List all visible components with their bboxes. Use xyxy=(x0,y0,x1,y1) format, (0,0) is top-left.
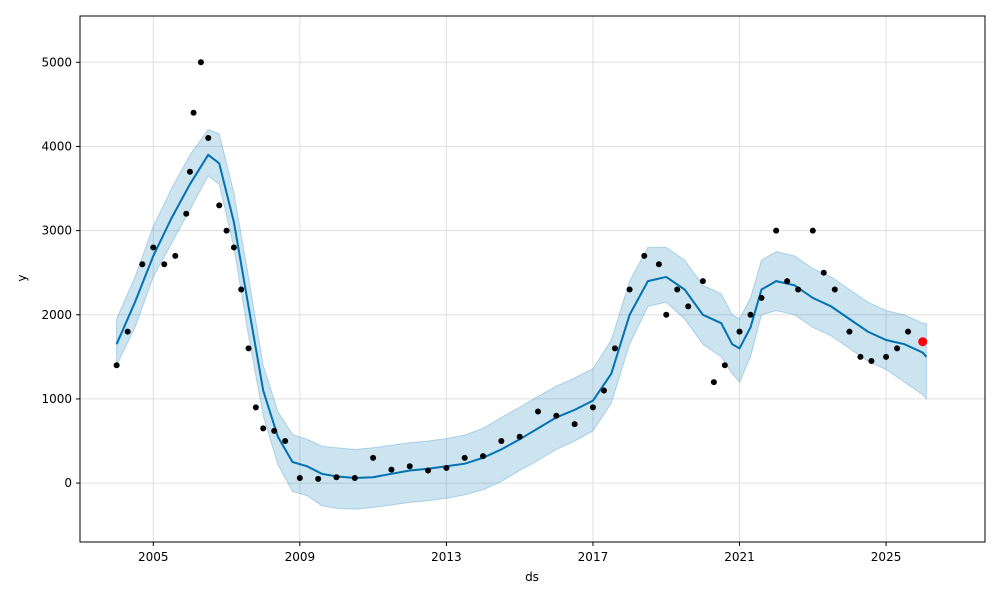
last-observed-point xyxy=(918,337,928,347)
observed-point xyxy=(894,345,901,352)
observed-point xyxy=(809,227,816,234)
observed-point xyxy=(498,438,505,445)
observed-point xyxy=(186,168,193,175)
x-tick-label: 2017 xyxy=(578,550,609,564)
observed-point xyxy=(230,244,237,251)
x-tick-label: 2005 xyxy=(138,550,169,564)
observed-point xyxy=(388,466,395,473)
grid-lines xyxy=(80,16,985,542)
observed-point xyxy=(425,467,432,474)
observed-point xyxy=(113,362,120,369)
plot-frame xyxy=(79,15,986,543)
observed-point xyxy=(626,286,633,293)
y-tick-label: 5000 xyxy=(41,55,72,69)
observed-point xyxy=(685,303,692,310)
observed-point xyxy=(641,252,648,259)
observed-point xyxy=(161,261,168,268)
x-tick-label: 2013 xyxy=(431,550,462,564)
observed-point xyxy=(758,294,765,301)
observed-point xyxy=(296,475,303,482)
observed-point xyxy=(271,427,278,434)
x-tick-label: 2025 xyxy=(871,550,902,564)
observed-point xyxy=(223,227,230,234)
observed-point xyxy=(245,345,252,352)
observed-point xyxy=(721,362,728,369)
observed-point xyxy=(461,454,468,461)
y-tick-label: 3000 xyxy=(41,224,72,238)
observed-point xyxy=(406,463,413,470)
y-tick-label: 4000 xyxy=(41,139,72,153)
observed-point xyxy=(315,475,322,482)
observed-point xyxy=(443,464,450,471)
observed-point xyxy=(674,286,681,293)
observed-point xyxy=(795,286,802,293)
observed-point xyxy=(857,353,864,360)
observed-points-layer xyxy=(113,59,928,482)
observed-point xyxy=(370,454,377,461)
observed-point xyxy=(534,408,541,415)
observed-point xyxy=(600,387,607,394)
observed-point xyxy=(282,438,289,445)
uncertainty-band xyxy=(116,128,927,510)
observed-point xyxy=(868,358,875,365)
y-tick-label: 2000 xyxy=(41,308,72,322)
observed-point xyxy=(571,421,578,428)
y-axis-label: y xyxy=(15,274,29,281)
observed-point xyxy=(333,474,340,481)
observed-point xyxy=(747,311,754,318)
observed-point xyxy=(699,278,706,285)
observed-point xyxy=(150,244,157,251)
observed-point xyxy=(216,202,223,209)
observed-point xyxy=(172,252,179,259)
observed-point xyxy=(784,278,791,285)
observed-point xyxy=(252,404,259,411)
x-tick-label: 2009 xyxy=(285,550,316,564)
observed-point xyxy=(205,135,212,142)
observed-point xyxy=(663,311,670,318)
observed-point xyxy=(553,412,560,419)
axes-frame xyxy=(79,15,986,543)
observed-point xyxy=(139,261,146,268)
observed-point xyxy=(710,379,717,386)
x-axis-label: ds xyxy=(525,570,539,584)
observed-point xyxy=(351,475,358,482)
observed-point xyxy=(773,227,780,234)
observed-point xyxy=(589,404,596,411)
observed-point xyxy=(238,286,245,293)
observed-point xyxy=(260,425,267,432)
observed-point xyxy=(190,109,197,116)
observed-point xyxy=(183,210,190,217)
observed-point xyxy=(883,353,890,360)
observed-point xyxy=(516,433,523,440)
uncertainty-band-layer xyxy=(116,128,927,510)
observed-point xyxy=(480,453,487,460)
forecast-line xyxy=(115,153,928,480)
observed-point xyxy=(846,328,853,335)
observed-point xyxy=(611,345,618,352)
observed-point xyxy=(831,286,838,293)
observed-point xyxy=(124,328,131,335)
observed-point xyxy=(736,328,743,335)
observed-point xyxy=(655,261,662,268)
y-tick-label: 0 xyxy=(64,476,72,490)
observed-point xyxy=(905,328,912,335)
x-tick-label: 2021 xyxy=(724,550,755,564)
tick-layer: 2005 2009 2013 2017 2021 2025 0 1000 2000 3000 400… xyxy=(41,55,901,564)
y-tick-label: 1000 xyxy=(41,392,72,406)
observed-point xyxy=(820,269,827,276)
forecast-line-layer xyxy=(115,153,928,480)
observed-point xyxy=(197,59,204,66)
